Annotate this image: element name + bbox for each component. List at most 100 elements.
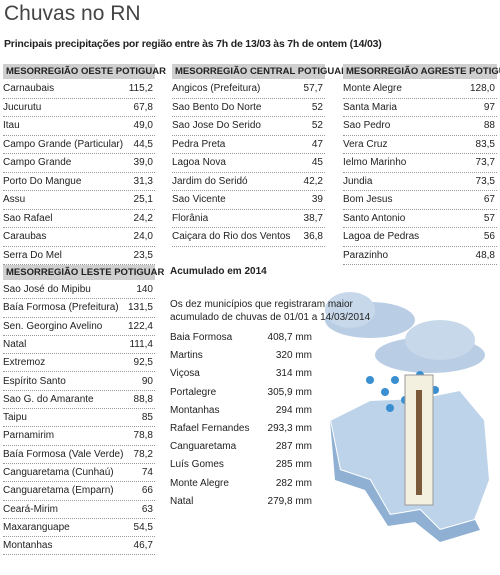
- label: Caiçara do Rio dos Ventos: [172, 231, 291, 242]
- value: 67,8: [133, 101, 153, 113]
- label: Montanhas: [3, 540, 53, 552]
- table-row: Natal 279,8 mm: [170, 493, 314, 511]
- value: 287 mm: [275, 441, 312, 453]
- label: Martins: [170, 350, 203, 362]
- table-row: Canguaretama (Cunhaú) 74: [3, 464, 155, 483]
- table-row: Bom Jesus 67: [343, 191, 497, 210]
- table-row: Jardim do Seridó 42,2: [172, 173, 325, 191]
- label: Assu: [3, 194, 26, 205]
- table-row: Campo Grande (Particular) 44,5: [3, 136, 155, 154]
- label: Extremoz: [3, 357, 46, 369]
- label: Espírito Santo: [3, 375, 66, 387]
- label: Sao Jose Do Serido: [172, 120, 261, 131]
- table-row: Vera Cruz 83,5: [343, 136, 497, 154]
- value: 44,5: [133, 138, 153, 150]
- table-row: Sao Pedro 88: [343, 117, 497, 136]
- label: Vera Cruz: [343, 138, 388, 150]
- table-header: MESORREGIÃO LESTE POTIGUAR: [3, 265, 164, 280]
- value: 57,7: [303, 83, 323, 94]
- value: 78,8: [133, 430, 153, 442]
- table-row: Lagoa de Pedras 56: [343, 228, 497, 247]
- value: 42,2: [303, 175, 323, 187]
- table-row: Sao Bento Do Norte 52: [172, 99, 325, 117]
- subtitle: Principais precipitações por região entr…: [4, 38, 382, 50]
- label: Bom Jesus: [343, 194, 393, 205]
- label: Lagoa Nova: [172, 157, 226, 168]
- table-row: Ceará-Mirim 63: [3, 501, 155, 519]
- value: 24,2: [133, 212, 153, 224]
- table-row: Monte Alegre 282 mm: [170, 475, 314, 493]
- value: 52: [311, 120, 323, 131]
- value: 92,5: [133, 357, 153, 369]
- table-row: Sao José do Mipibu 140: [3, 281, 155, 300]
- table-row: Porto Do Mangue 31,3: [3, 173, 155, 191]
- label: Jardim do Seridó: [172, 175, 248, 187]
- table-row: Pedra Preta 47: [172, 136, 325, 154]
- value: 88,8: [133, 393, 153, 405]
- value: 56: [483, 231, 495, 242]
- value: 285 mm: [275, 459, 312, 471]
- label: Jundia: [343, 175, 373, 187]
- value: 314 mm: [275, 368, 312, 380]
- label: Canguaretama: [170, 441, 237, 453]
- value: 83,5: [475, 138, 495, 150]
- table-row: Jucurutu 67,8: [3, 99, 155, 117]
- label: Pedra Preta: [172, 138, 226, 150]
- value: 45: [311, 157, 323, 168]
- value: 293,3 mm: [267, 423, 312, 434]
- table-row: Florânia 38,7: [172, 210, 325, 228]
- value: 294 mm: [275, 404, 312, 416]
- description: acumulado de chuvas de 01/01 a 14/03/201…: [170, 312, 371, 323]
- label: Canguaretama (Emparn): [3, 485, 114, 497]
- table-row: Canguaretama (Emparn) 66: [3, 482, 155, 501]
- label: Sao Pedro: [343, 120, 391, 131]
- value: 52: [311, 101, 323, 113]
- table-row: Lagoa Nova 45: [172, 154, 325, 173]
- value: 38,7: [303, 212, 323, 224]
- value: 320 mm: [275, 350, 312, 362]
- table-row: Sao Vicente 39: [172, 191, 325, 210]
- label: Campo Grande (Particular): [3, 138, 124, 150]
- table-row: Sen. Georgino Avelino 122,4: [3, 318, 155, 336]
- description: Os dez municípios que registraram maior: [170, 299, 353, 310]
- table-row: Viçosa 314 mm: [170, 365, 314, 383]
- table-row: Monte Alegre 128,0: [343, 80, 497, 99]
- table-row: Baía Formosa (Vale Verde) 78,2: [3, 446, 155, 464]
- value: 111,4: [129, 338, 153, 350]
- label: Lagoa de Pedras: [343, 231, 420, 242]
- value: 25,1: [133, 194, 153, 205]
- table-row: Baía Formosa (Prefeitura) 131,5: [3, 299, 155, 318]
- value: 128,0: [469, 83, 495, 94]
- label: Florânia: [172, 212, 209, 224]
- value: 46,7: [133, 540, 153, 552]
- table-row: Sao G. do Amarante 88,8: [3, 391, 155, 410]
- value: 39: [311, 194, 323, 205]
- table-row: Angicos (Prefeitura) 57,7: [172, 80, 325, 99]
- value: 85: [141, 412, 153, 424]
- label: Caraubas: [3, 231, 47, 242]
- label: Natal: [170, 495, 194, 507]
- label: Parazinho: [343, 249, 389, 261]
- value: 122,4: [127, 320, 153, 332]
- table-row: Luís Gomes 285 mm: [170, 456, 314, 474]
- value: 48,8: [475, 249, 495, 261]
- label: Taipu: [3, 412, 27, 424]
- table-row: Portalegre 305,9 mm: [170, 384, 314, 402]
- label: Baía Formosa (Vale Verde): [3, 448, 124, 460]
- label: Sao G. do Amarante: [3, 393, 94, 405]
- table-header: MESORREGIÃO CENTRAL POTIGUAR: [172, 64, 348, 79]
- table-row: Espírito Santo 90: [3, 373, 155, 391]
- table-row: Caraubas 24,0: [3, 228, 155, 247]
- table-row: Itau 49,0: [3, 117, 155, 136]
- label: Canguaretama (Cunhaú): [3, 467, 114, 478]
- value: 49,0: [133, 120, 153, 131]
- table-row: Sao Jose Do Serido 52: [172, 117, 325, 136]
- label: Viçosa: [170, 368, 200, 380]
- value: 67: [483, 194, 495, 205]
- table-row: Montanhas 294 mm: [170, 402, 314, 420]
- value: 57: [483, 212, 495, 224]
- value: 115,2: [128, 83, 153, 94]
- value: 24,0: [133, 231, 153, 242]
- table-header: MESORREGIÃO OESTE POTIGUAR: [3, 64, 166, 79]
